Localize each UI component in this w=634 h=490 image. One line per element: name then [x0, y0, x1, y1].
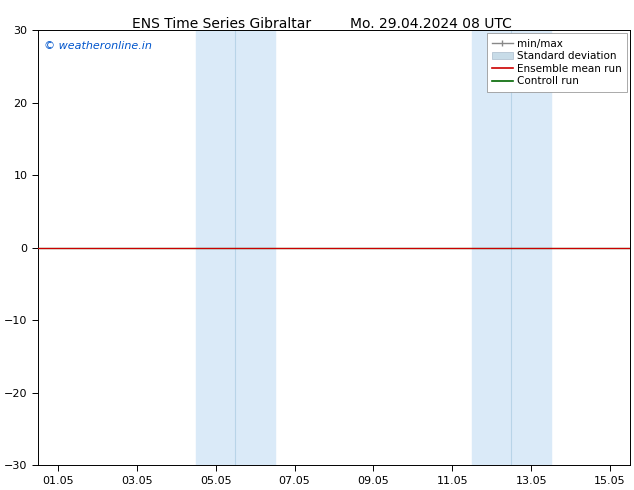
- Text: © weatheronline.in: © weatheronline.in: [44, 41, 152, 51]
- Bar: [196, 30, 275, 465]
- Legend: min/max, Standard deviation, Ensemble mean run, Controll run: min/max, Standard deviation, Ensemble me…: [486, 33, 626, 92]
- Text: ENS Time Series Gibraltar: ENS Time Series Gibraltar: [133, 17, 311, 31]
- Text: Mo. 29.04.2024 08 UTC: Mo. 29.04.2024 08 UTC: [350, 17, 512, 31]
- Bar: [472, 30, 551, 465]
